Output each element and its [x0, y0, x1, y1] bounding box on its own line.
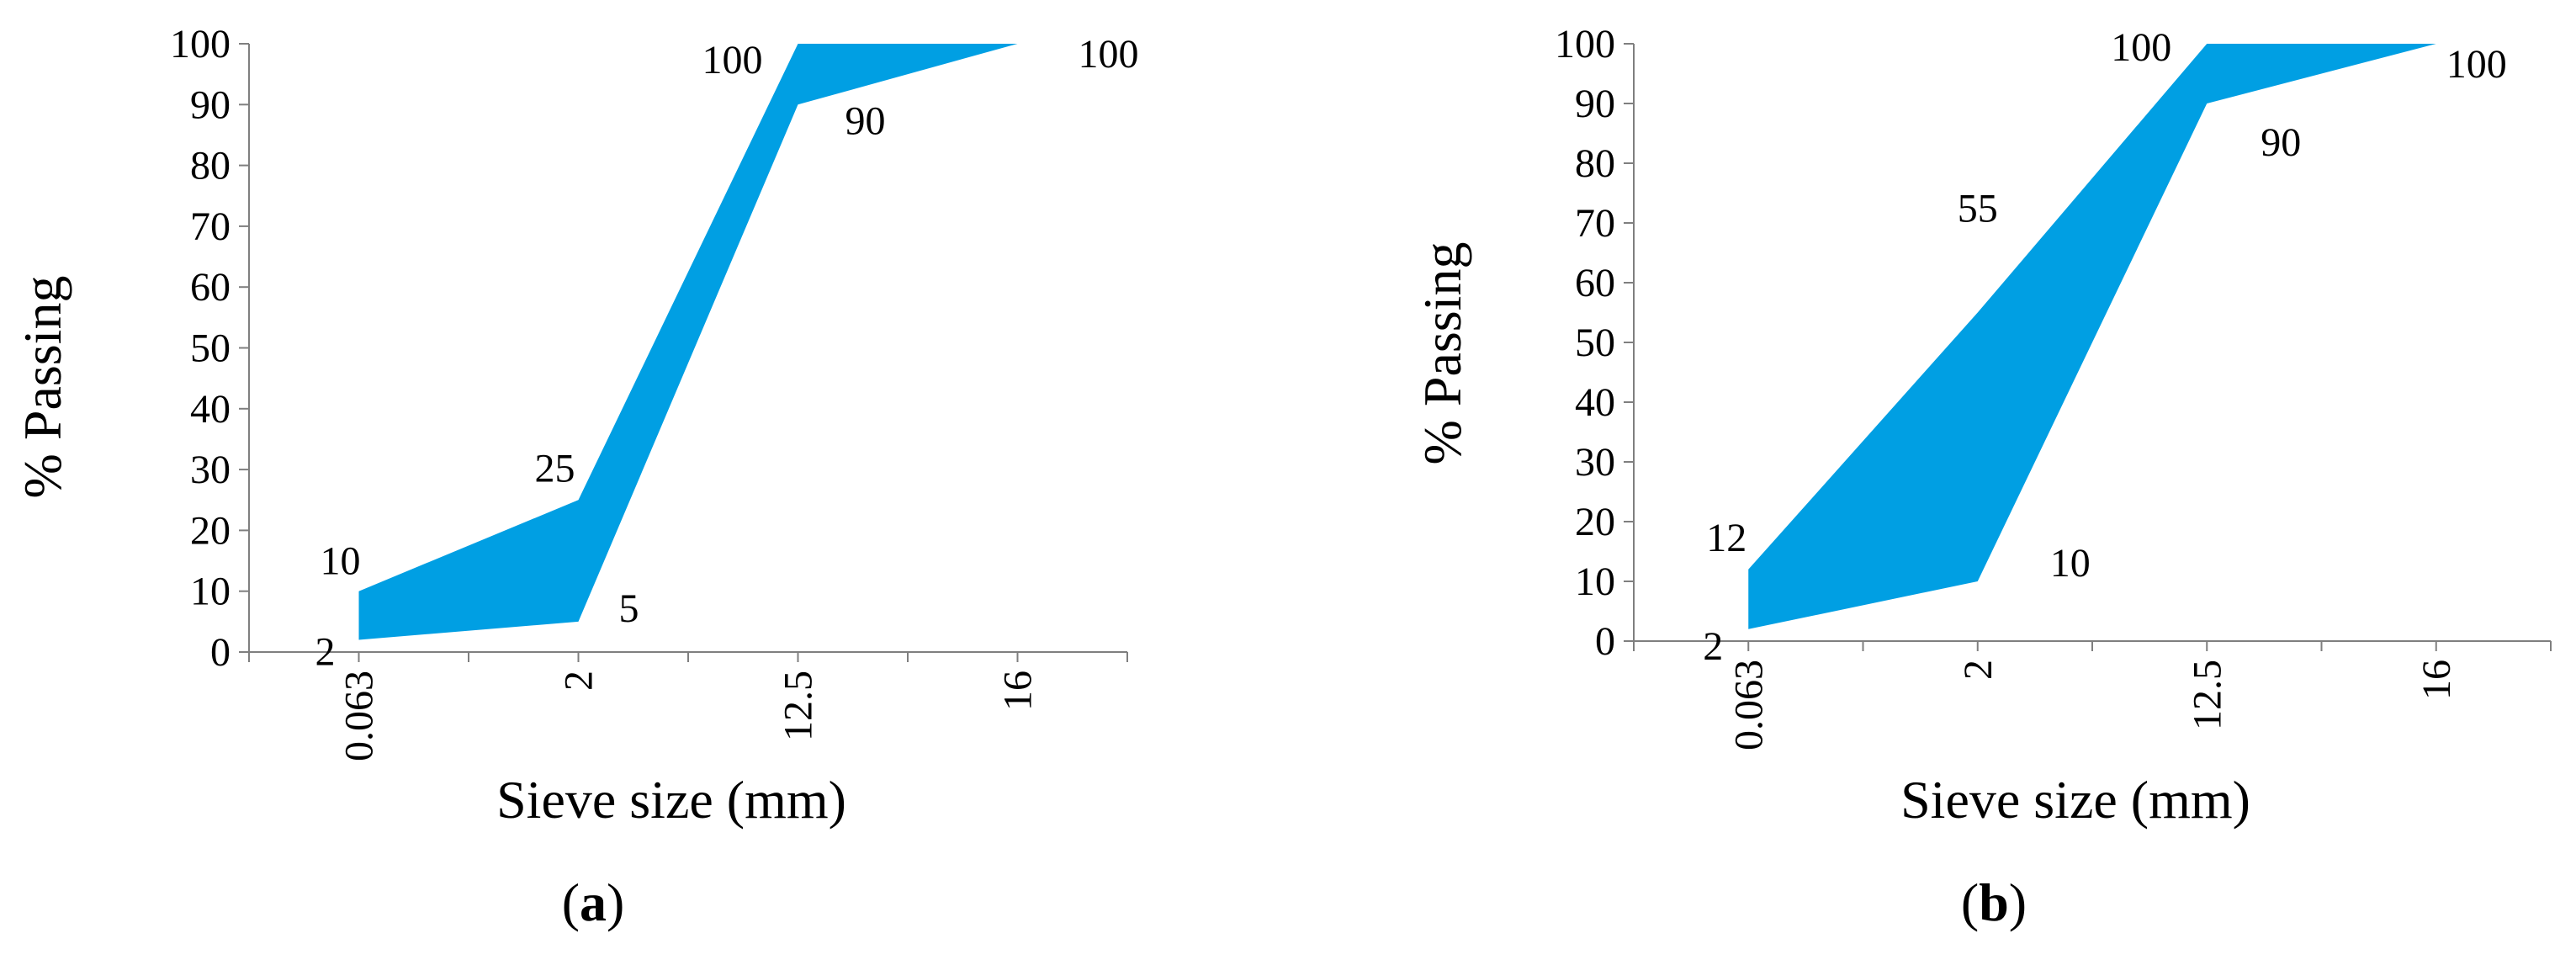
- y-tick-label: 100: [1555, 22, 1615, 66]
- y-tick-label: 10: [190, 570, 231, 614]
- data-label-lower: 90: [845, 98, 886, 143]
- caption-letter: b: [1979, 872, 2009, 932]
- grading-envelope-area: [1748, 44, 2436, 629]
- grading-envelope-area: [358, 44, 1018, 640]
- caption-close-paren: ): [607, 872, 624, 932]
- y-tick-label: 40: [1575, 380, 1615, 425]
- caption-letter: a: [580, 872, 607, 932]
- data-label-lower: 5: [619, 586, 639, 631]
- y-tick-label: 30: [1575, 440, 1615, 485]
- y-tick-label: 70: [1575, 201, 1615, 246]
- panel-caption: (b): [1961, 872, 2027, 932]
- y-tick-label: 60: [1575, 261, 1615, 305]
- y-tick-label: 40: [190, 387, 231, 432]
- caption-close-paren: ): [2009, 872, 2027, 932]
- data-label-upper: 10: [321, 539, 361, 584]
- x-tick-label: 0.063: [1726, 660, 1771, 750]
- y-tick-label: 0: [1595, 619, 1615, 664]
- panel-caption: (a): [562, 872, 625, 932]
- y-tick-label: 20: [1575, 500, 1615, 544]
- data-label-upper: 25: [535, 446, 575, 490]
- x-tick-label: 12.5: [2185, 660, 2229, 730]
- y-tick-label: 60: [190, 265, 231, 310]
- data-label-upper: 100: [2446, 42, 2507, 87]
- y-tick-label: 20: [190, 508, 231, 553]
- x-tick-label: 16: [2414, 660, 2459, 700]
- y-tick-label: 30: [190, 448, 231, 492]
- y-tick-label: 50: [190, 326, 231, 371]
- x-tick-label: 0.063: [337, 671, 382, 761]
- y-tick-label: 50: [1575, 321, 1615, 365]
- y-tick-label: 90: [190, 82, 231, 127]
- caption-open-paren: (: [1961, 872, 1979, 932]
- data-label-upper: 55: [1958, 187, 1998, 231]
- y-tick-label: 100: [170, 22, 231, 66]
- data-label-lower: 2: [1703, 624, 1723, 669]
- y-axis-title: % Passing: [13, 276, 72, 499]
- y-tick-label: 80: [190, 144, 231, 188]
- y-axis-title: % Passing: [1413, 242, 1472, 465]
- x-tick-label: 2: [1956, 660, 2001, 680]
- x-tick-label: 12.5: [777, 671, 821, 741]
- y-tick-label: 90: [1575, 82, 1615, 126]
- y-tick-label: 70: [190, 204, 231, 249]
- data-label-upper: 12: [1706, 516, 1746, 560]
- data-label-lower: 10: [2050, 541, 2091, 586]
- x-axis-title: Sieve size (mm): [496, 770, 846, 830]
- y-tick-label: 0: [210, 630, 231, 675]
- x-tick-label: 16: [996, 671, 1041, 711]
- data-label-upper: 100: [702, 38, 763, 82]
- y-tick-label: 80: [1575, 141, 1615, 186]
- x-tick-label: 2: [557, 671, 602, 691]
- y-tick-label: 10: [1575, 559, 1615, 604]
- data-label-lower: 90: [2261, 120, 2301, 165]
- data-label-upper: 100: [2111, 25, 2171, 70]
- x-axis-title: Sieve size (mm): [1900, 770, 2250, 830]
- data-label-lower: 2: [315, 630, 336, 675]
- caption-open-paren: (: [562, 872, 580, 932]
- data-label-upper: 100: [1079, 32, 1139, 77]
